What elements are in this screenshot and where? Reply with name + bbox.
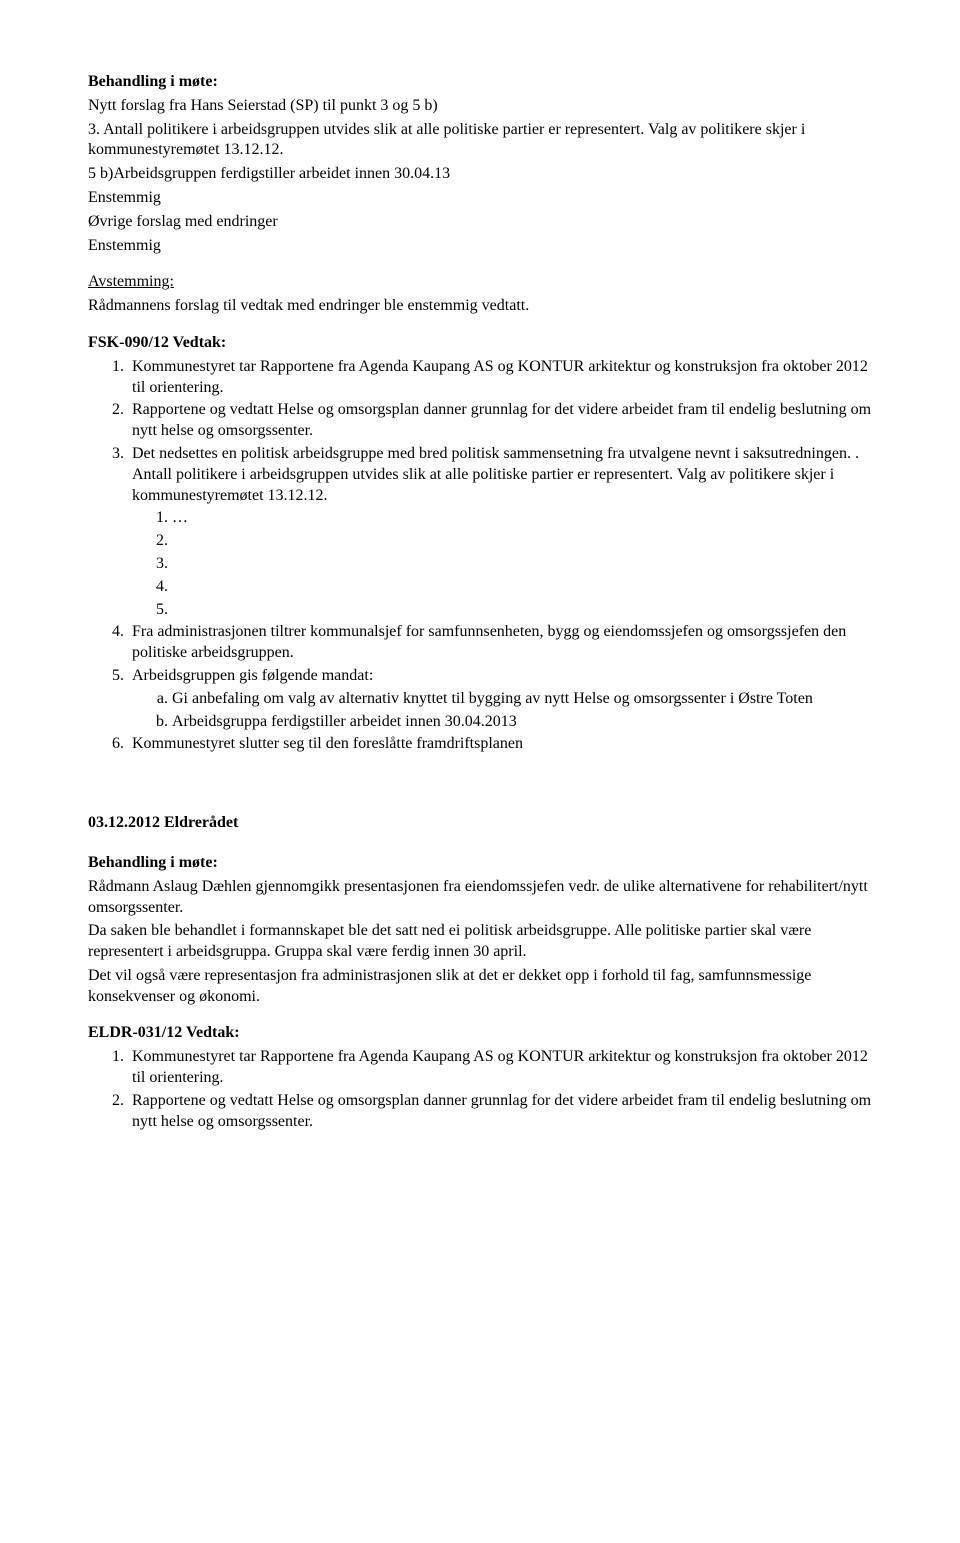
list-item [172, 531, 872, 552]
section-gap [88, 837, 872, 853]
text-line: Enstemmig [88, 236, 872, 257]
text-paragraph: Da saken ble behandlet i formannskapet b… [88, 921, 872, 963]
behandling-heading-2: Behandling i møte: [88, 853, 872, 874]
list-item: Rapportene og vedtatt Helse og omsorgspl… [128, 1091, 872, 1133]
text-line: 3. Antall politikere i arbeidsgruppen ut… [88, 120, 872, 162]
fsk-sublist-3: … [132, 508, 872, 620]
list-item: Arbeidsgruppa ferdigstiller arbeidet inn… [172, 712, 872, 733]
list-item: Kommunestyret tar Rapportene fra Agenda … [128, 357, 872, 399]
text-line: Nytt forslag fra Hans Seierstad (SP) til… [88, 96, 872, 117]
list-item: Kommunestyret tar Rapportene fra Agenda … [128, 1047, 872, 1089]
list-item-text: Arbeidsgruppen gis følgende mandat: [132, 667, 373, 684]
list-item: Arbeidsgruppen gis følgende mandat: Gi a… [128, 666, 872, 732]
avstemming-heading: Avstemming: [88, 272, 872, 293]
list-item: Det nedsettes en politisk arbeidsgruppe … [128, 444, 872, 620]
text-paragraph: Det vil også være representasjon fra adm… [88, 966, 872, 1008]
eldr-list: Kommunestyret tar Rapportene fra Agenda … [88, 1047, 872, 1132]
list-item: Gi anbefaling om valg av alternativ knyt… [172, 689, 872, 710]
behandling-heading-1: Behandling i møte: [88, 72, 872, 93]
list-item: Fra administrasjonen tiltrer kommunalsje… [128, 622, 872, 664]
list-item [172, 577, 872, 598]
list-item: Kommunestyret slutter seg til den foresl… [128, 734, 872, 755]
text-line: Øvrige forslag med endringer [88, 212, 872, 233]
fsk-sublist-5: Gi anbefaling om valg av alternativ knyt… [132, 689, 872, 733]
fsk-list: Kommunestyret tar Rapportene fra Agenda … [88, 357, 872, 755]
fsk-heading: FSK-090/12 Vedtak: [88, 333, 872, 354]
section-gap [88, 757, 872, 813]
eldr-vedtak-heading: ELDR-031/12 Vedtak: [88, 1023, 872, 1044]
list-item [172, 554, 872, 575]
text-paragraph: Rådmann Aslaug Dæhlen gjennomgikk presen… [88, 877, 872, 919]
list-item: Rapportene og vedtatt Helse og omsorgspl… [128, 400, 872, 442]
text-line: 5 b)Arbeidsgruppen ferdigstiller arbeide… [88, 164, 872, 185]
text-line: Enstemmig [88, 188, 872, 209]
list-item [172, 600, 872, 621]
avstemming-body: Rådmannens forslag til vedtak med endrin… [88, 296, 872, 317]
list-item-text: Det nedsettes en politisk arbeidsgruppe … [132, 445, 859, 504]
list-item: … [172, 508, 872, 529]
eldreradet-heading: 03.12.2012 Eldrerådet [88, 813, 872, 834]
